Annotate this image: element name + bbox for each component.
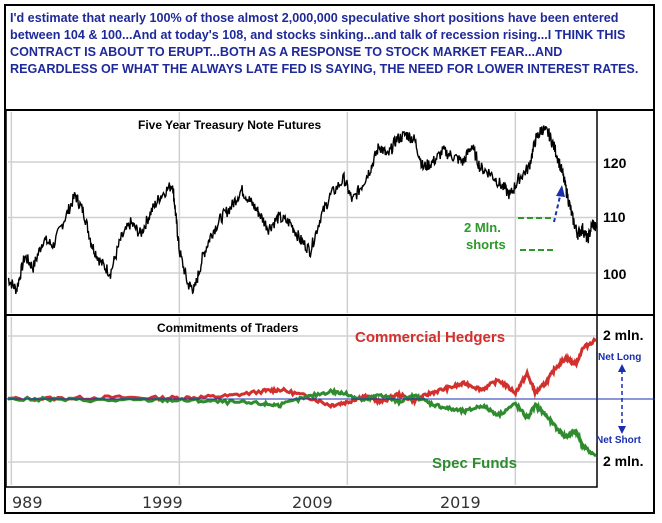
y-tick-label-110: 110	[603, 209, 626, 225]
annotation-shorts: shorts	[466, 237, 506, 252]
cot-top-scale-label: 2 mln.	[603, 327, 643, 343]
cot-chart-title: Commitments of Traders	[157, 321, 299, 335]
price-line	[7, 125, 597, 295]
gridlines	[8, 112, 596, 485]
net-long-arrow-head	[618, 364, 626, 372]
breakout-arrow	[553, 191, 562, 223]
annotation-2mln: 2 Mln.	[464, 220, 501, 235]
cot-series	[7, 336, 598, 458]
headline-commentary: I'd estimate that nearly 100% of those a…	[10, 11, 639, 76]
price-chart-title: Five Year Treasury Note Futures	[138, 118, 322, 132]
net-long-label: Net Long	[598, 352, 641, 363]
commercial-hedgers-label: Commercial Hedgers	[355, 329, 505, 346]
y-tick-label-120: 120	[603, 155, 627, 171]
spec-funds-label: Spec Funds	[432, 455, 517, 472]
x-tick-label-2019: 2019	[440, 493, 481, 512]
commercial-hedgers-line	[7, 336, 598, 410]
spec-funds-line	[7, 386, 597, 458]
x-tick-label-1989: 989	[12, 493, 43, 512]
chart-frame	[4, 4, 655, 514]
y-tick-label-100: 100	[603, 266, 627, 282]
net-short-label: Net Short	[596, 435, 642, 446]
x-tick-label-2009: 2009	[292, 493, 333, 512]
price-panel-border	[5, 109, 598, 316]
x-tick-label-1999: 1999	[142, 493, 183, 512]
cot-bottom-scale-label: 2 mln.	[603, 453, 643, 469]
price-series	[7, 125, 597, 295]
breakout-arrow-head	[556, 185, 565, 197]
net-short-arrow-head	[618, 426, 626, 434]
